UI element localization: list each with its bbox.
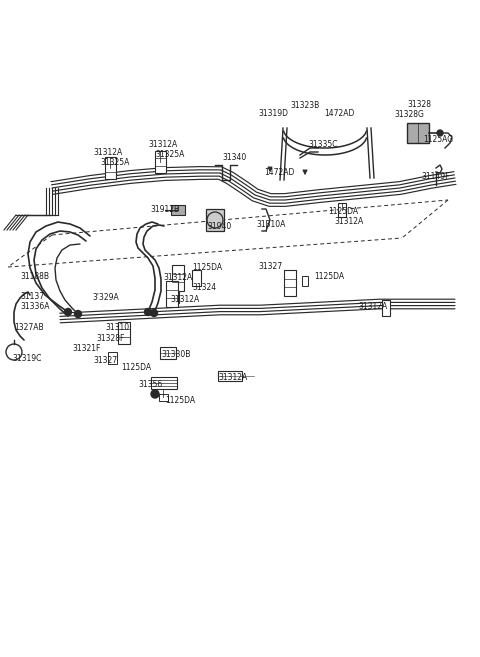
Text: 1125DA: 1125DA (314, 272, 344, 281)
Bar (151, 377, 177, 389)
Text: 31336A: 31336A (20, 302, 49, 311)
Bar (158, 394, 168, 401)
Text: 31328: 31328 (407, 100, 431, 109)
Circle shape (74, 311, 82, 317)
Bar (108, 352, 117, 364)
Circle shape (151, 309, 157, 317)
Bar (382, 300, 390, 316)
Circle shape (151, 390, 159, 398)
Text: 31312A: 31312A (163, 273, 192, 282)
Bar (169, 287, 179, 303)
Text: 31312A: 31312A (93, 148, 122, 157)
Bar (166, 281, 178, 307)
Text: 1125AG: 1125AG (423, 135, 453, 144)
Text: 1472AD: 1472AD (264, 168, 294, 177)
Bar (407, 123, 429, 143)
Text: 1125DA: 1125DA (165, 396, 195, 405)
Text: 31310: 31310 (105, 323, 129, 332)
Text: 31312A: 31312A (358, 302, 387, 311)
Text: 31312A: 31312A (334, 217, 363, 226)
Text: 31327: 31327 (258, 262, 282, 271)
Text: 1125DA: 1125DA (121, 363, 151, 372)
Text: 3'329A: 3'329A (92, 293, 119, 302)
Text: 1327AB: 1327AB (14, 323, 44, 332)
Circle shape (144, 309, 152, 315)
Text: 1125DA: 1125DA (192, 263, 222, 272)
Bar (118, 322, 130, 344)
Bar (155, 151, 166, 173)
Bar (192, 270, 201, 286)
Text: 31149F: 31149F (421, 172, 449, 181)
Text: 31912B: 31912B (150, 205, 179, 214)
Bar (105, 157, 116, 179)
Text: 31188B: 31188B (20, 272, 49, 281)
Text: 31323B: 31323B (290, 101, 319, 110)
Text: 31319C: 31319C (12, 354, 41, 363)
Bar (338, 203, 346, 217)
Bar (284, 270, 296, 296)
Bar (302, 276, 308, 286)
Text: 31335C: 31335C (308, 140, 337, 149)
Text: 31328G: 31328G (394, 110, 424, 119)
Bar (218, 371, 242, 381)
Text: 31325A: 31325A (155, 150, 184, 159)
Bar (172, 265, 184, 291)
Text: 31312A: 31312A (218, 373, 247, 382)
Text: 31319D: 31319D (258, 109, 288, 118)
Text: 31356: 31356 (138, 380, 162, 389)
Bar (160, 347, 176, 359)
Text: 31137: 31137 (20, 292, 44, 301)
Text: 31340: 31340 (222, 153, 246, 162)
Circle shape (437, 130, 443, 136)
Text: 1472AD: 1472AD (324, 109, 354, 118)
Text: 31312A: 31312A (170, 295, 199, 304)
Bar (206, 209, 224, 231)
Text: 31328F: 31328F (96, 334, 124, 343)
Text: 1125DA: 1125DA (328, 207, 358, 216)
Text: 31310A: 31310A (256, 220, 286, 229)
Text: 31321F: 31321F (72, 344, 100, 353)
Text: 31330B: 31330B (161, 350, 191, 359)
Text: 31940: 31940 (207, 222, 231, 231)
Text: 31312A: 31312A (148, 140, 177, 149)
Text: 31325A: 31325A (100, 158, 130, 167)
Text: 31327: 31327 (93, 356, 117, 365)
Text: 31324: 31324 (192, 283, 216, 292)
Bar (171, 205, 185, 215)
Circle shape (64, 309, 72, 315)
